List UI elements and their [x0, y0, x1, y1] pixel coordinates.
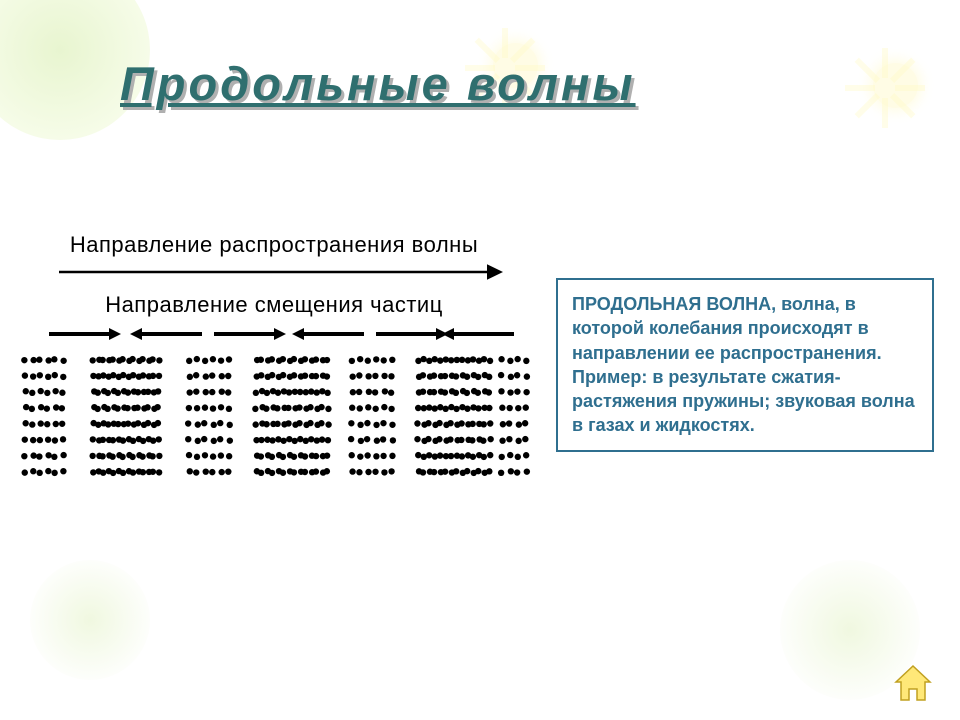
definition-text: ПРОДОЛЬНАЯ ВОЛНА, волна, в которой колеб…	[572, 292, 918, 438]
bg-blob-bottomleft	[30, 560, 150, 680]
displacement-arrows	[14, 324, 534, 346]
wave-diagram: Направление распространения волны Направ…	[14, 228, 534, 538]
particle-dots	[14, 350, 534, 500]
home-icon	[892, 662, 934, 704]
sun-decor-2	[850, 40, 940, 130]
propagation-arrow	[39, 260, 509, 284]
slide-title: Продольные волны	[120, 56, 636, 111]
definition-box: ПРОДОЛЬНАЯ ВОЛНА, волна, в которой колеб…	[556, 278, 934, 452]
home-button[interactable]	[892, 662, 934, 704]
slide-title-wrap: Продольные волны	[120, 56, 636, 111]
label-displacement: Направление смещения частиц	[14, 292, 534, 318]
label-propagation: Направление распространения волны	[14, 232, 534, 258]
